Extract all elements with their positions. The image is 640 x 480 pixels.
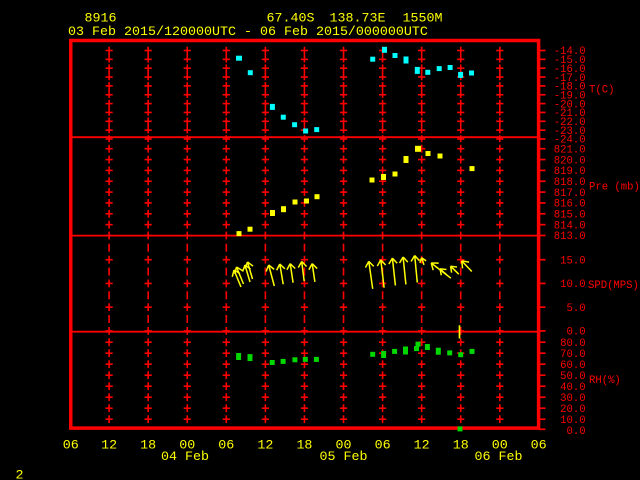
svg-text:05 Feb: 05 Feb — [320, 450, 368, 465]
svg-text:138.73E: 138.73E — [330, 11, 386, 26]
svg-text:Pre (mb): Pre (mb) — [589, 182, 640, 194]
svg-text:5.0: 5.0 — [567, 303, 586, 315]
svg-text:00: 00 — [336, 438, 352, 453]
svg-text:-22.0: -22.0 — [554, 117, 586, 129]
svg-text:-20.0: -20.0 — [554, 99, 586, 111]
svg-text:821.0: 821.0 — [554, 144, 586, 156]
svg-text:-14.0: -14.0 — [554, 46, 586, 58]
svg-text:-23.0: -23.0 — [554, 126, 586, 138]
svg-text:18: 18 — [453, 438, 469, 453]
svg-text:12: 12 — [257, 438, 273, 453]
svg-text:12: 12 — [414, 438, 430, 453]
svg-text:-15.0: -15.0 — [554, 55, 586, 67]
svg-text:04 Feb: 04 Feb — [161, 450, 209, 465]
svg-text:10.0: 10.0 — [560, 415, 585, 427]
svg-text:813.0: 813.0 — [554, 231, 586, 243]
svg-text:816.0: 816.0 — [554, 199, 586, 211]
svg-text:18: 18 — [140, 438, 156, 453]
svg-text:67.40S: 67.40S — [267, 11, 315, 26]
svg-text:06: 06 — [63, 438, 79, 453]
svg-text:40.0: 40.0 — [560, 382, 585, 394]
svg-text:-19.0: -19.0 — [554, 90, 586, 102]
svg-text:03 Feb 2015/120000UTC - 06 Feb: 03 Feb 2015/120000UTC - 06 Feb 2015/0000… — [68, 25, 428, 40]
svg-text:0.0: 0.0 — [567, 426, 586, 438]
svg-text:00: 00 — [179, 438, 195, 453]
svg-text:-16.0: -16.0 — [554, 64, 586, 76]
svg-text:70.0: 70.0 — [560, 349, 585, 361]
svg-text:818.0: 818.0 — [554, 177, 586, 189]
svg-text:06: 06 — [531, 438, 547, 453]
svg-text:SPD(MPS): SPD(MPS) — [588, 280, 639, 292]
svg-text:12: 12 — [101, 438, 117, 453]
svg-text:814.0: 814.0 — [554, 220, 586, 232]
svg-text:820.0: 820.0 — [554, 155, 586, 167]
svg-text:2: 2 — [16, 468, 24, 480]
svg-text:15.0: 15.0 — [560, 255, 585, 267]
svg-text:T(C): T(C) — [589, 85, 614, 97]
svg-text:06: 06 — [375, 438, 391, 453]
svg-text:80.0: 80.0 — [560, 338, 585, 350]
svg-text:50.0: 50.0 — [560, 371, 585, 383]
svg-text:06 Feb: 06 Feb — [475, 450, 523, 465]
svg-text:30.0: 30.0 — [560, 393, 585, 405]
svg-text:815.0: 815.0 — [554, 210, 586, 222]
svg-text:817.0: 817.0 — [554, 188, 586, 200]
svg-text:-21.0: -21.0 — [554, 108, 586, 120]
svg-text:00: 00 — [492, 438, 508, 453]
svg-text:20.0: 20.0 — [560, 404, 585, 416]
svg-text:-18.0: -18.0 — [554, 82, 586, 94]
svg-text:-17.0: -17.0 — [554, 73, 586, 85]
svg-text:1550M: 1550M — [403, 11, 443, 26]
svg-text:18: 18 — [296, 438, 312, 453]
svg-text:06: 06 — [218, 438, 234, 453]
svg-text:8916: 8916 — [85, 11, 117, 26]
svg-text:0.0: 0.0 — [567, 327, 586, 339]
svg-text:RH(%): RH(%) — [589, 375, 621, 387]
svg-text:819.0: 819.0 — [554, 166, 586, 178]
svg-text:10.0: 10.0 — [560, 279, 585, 291]
svg-text:-24.0: -24.0 — [554, 135, 586, 147]
svg-text:60.0: 60.0 — [560, 360, 585, 372]
